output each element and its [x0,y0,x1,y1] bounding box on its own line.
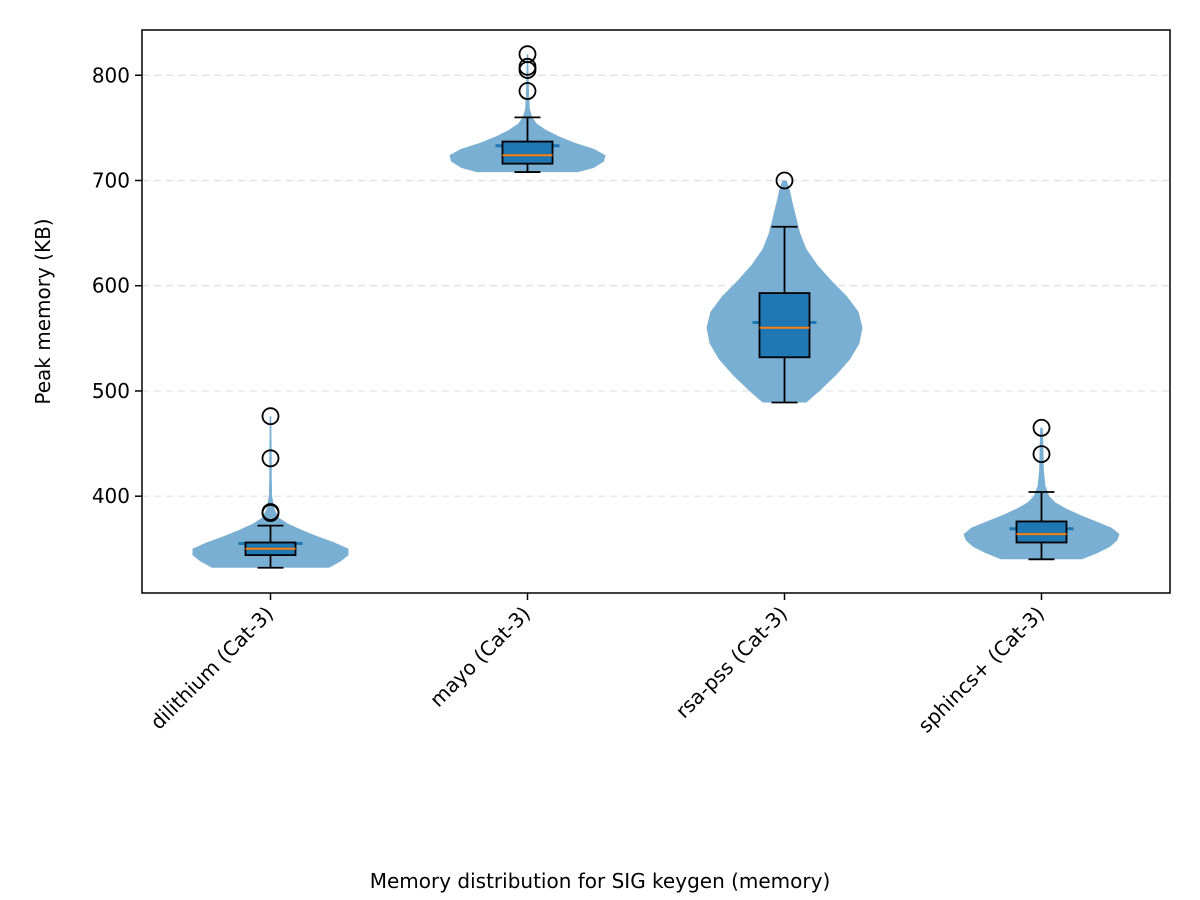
x-tick-label: rsa-pss (Cat-3) [671,602,792,723]
y-tick-label: 700 [92,168,130,192]
x-axis-label: Memory distribution for SIG keygen (memo… [370,869,831,893]
y-tick-label: 500 [92,379,130,403]
outlier-point [518,57,537,76]
outlier-point [518,82,537,100]
outlier-point [518,45,537,64]
x-tick-label: sphincs+ (Cat-3) [913,602,1049,738]
outlier-point [1032,418,1051,437]
x-tick-label: mayo (Cat-3) [425,602,535,712]
y-tick-label: 400 [92,484,130,508]
y-axis: 400 500 600 700 800 [92,63,142,508]
iqr-box [501,140,554,165]
gridlines [142,74,1170,497]
iqr-box [758,292,811,359]
y-tick-label: 800 [92,63,130,87]
outlier-point [775,171,794,190]
outlier-point [261,503,280,521]
outlier-point [261,407,280,426]
outlier-point [261,449,280,468]
y-axis-label: Peak memory (KB) [31,218,55,404]
violin-1 [449,54,606,173]
outlier-point [1032,445,1051,463]
boxplots [244,45,1068,569]
iqr-box [1015,520,1068,544]
x-axis: dilithium (Cat-3) mayo (Cat-3) rsa-pss (Ca… [145,593,1049,737]
plot-area-frame [141,29,1171,594]
y-tick-label: 600 [92,274,130,298]
violin-0 [192,416,349,568]
x-tick-label: dilithium (Cat-3) [145,602,278,735]
violins [192,54,1120,568]
